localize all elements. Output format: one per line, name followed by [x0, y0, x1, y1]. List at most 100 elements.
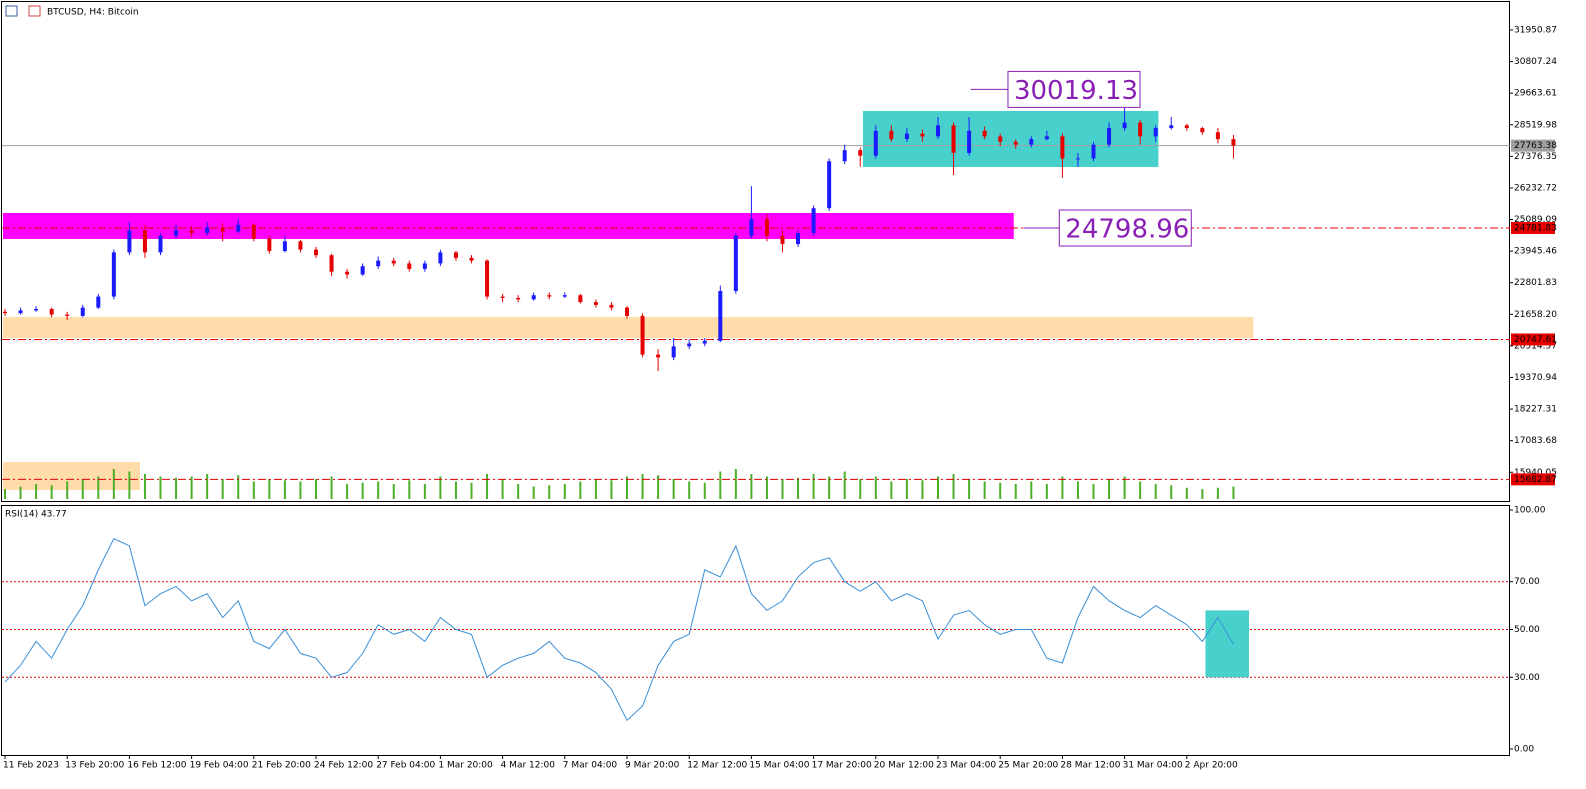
candle-body: [842, 150, 847, 162]
x-tick-label: 13 Feb 20:00: [65, 761, 124, 771]
volume-bar: [517, 484, 520, 499]
candle-body: [998, 136, 1003, 142]
candle-body: [780, 235, 785, 245]
volume-bar: [781, 479, 784, 499]
candle-body: [422, 263, 427, 269]
volume-bar: [1061, 476, 1064, 499]
y-tick-label: 22801.83: [1514, 278, 1557, 288]
volume-bar: [890, 481, 893, 499]
rsi-y-tick-label: 30.00: [1514, 673, 1540, 683]
candle-body: [982, 130, 987, 137]
candle-body: [127, 230, 132, 253]
x-tick-label: 20 Mar 12:00: [874, 761, 934, 771]
candle-body: [1200, 128, 1205, 133]
candle-body: [251, 224, 256, 239]
volume-bar: [19, 486, 22, 499]
candle-body: [733, 235, 738, 292]
volume-bar: [983, 481, 986, 499]
volume-bar: [97, 476, 100, 499]
y-tick-label: 17083.68: [1514, 436, 1557, 446]
zone: [3, 212, 1014, 239]
volume-bar: [750, 474, 753, 499]
x-tick-label: 12 Mar 12:00: [687, 761, 747, 771]
candle-body: [1138, 122, 1143, 137]
volume-bar: [159, 476, 162, 499]
y-tick-label: 29663.61: [1514, 89, 1557, 99]
candle-body: [407, 263, 412, 269]
y-tick-label: 23945.46: [1514, 247, 1557, 257]
volume-bar: [610, 480, 613, 499]
y-tick-label: 15940.05: [1514, 468, 1557, 478]
candle-body: [3, 311, 7, 314]
candle-body: [282, 241, 287, 251]
volume-bar: [1045, 484, 1048, 499]
candle-body: [158, 235, 163, 253]
x-tick-label: 19 Feb 04:00: [190, 761, 249, 771]
price-label: 27763.38: [1514, 141, 1557, 151]
volume-bar: [454, 481, 457, 499]
candle-body: [967, 130, 972, 153]
volume-bar: [812, 474, 815, 499]
volume-bar: [175, 477, 178, 499]
candle-body: [578, 295, 583, 303]
x-tick-label: 9 Mar 20:00: [625, 761, 680, 771]
candle-body: [811, 208, 816, 234]
annotation-box: [1007, 70, 1141, 108]
volume-bar: [1014, 484, 1017, 499]
candle-body: [485, 260, 490, 297]
volume-bar: [937, 476, 939, 499]
volume-bar: [1092, 484, 1095, 499]
x-tick-label: 17 Mar 20:00: [812, 761, 872, 771]
candle-body: [1013, 141, 1018, 145]
rsi-title: RSI(14) 43.77: [5, 510, 67, 520]
candle-body: [205, 227, 210, 234]
volume-bar: [563, 484, 566, 499]
volume-zone: [3, 462, 140, 490]
volume-bar: [501, 479, 504, 499]
x-tick-label: 1 Mar 20:00: [438, 761, 493, 771]
volume-bar: [703, 482, 706, 499]
price-label: 24781.83: [1514, 224, 1557, 234]
candle-body: [764, 219, 769, 236]
candle-body: [65, 314, 70, 316]
candle-body: [189, 230, 194, 234]
candle-body: [80, 307, 85, 316]
candle-body: [220, 227, 225, 232]
price-label: 15682.87: [1514, 475, 1557, 485]
x-tick-label: 11 Feb 2023: [3, 761, 59, 771]
volume-bar: [1201, 489, 1204, 499]
rsi-y-tick-label: 0.00: [1514, 745, 1534, 755]
volume-bar: [470, 482, 473, 499]
price-label-bg: [1511, 333, 1555, 346]
x-tick-label: 4 Mar 12:00: [501, 761, 556, 771]
candle-body: [111, 252, 116, 297]
volume-bar: [283, 480, 286, 499]
icon: [28, 5, 41, 17]
candle-body: [1184, 125, 1189, 129]
volume-bar: [439, 476, 442, 499]
volume-bar: [952, 474, 955, 499]
rsi-y-tick-label: 100.00: [1514, 506, 1546, 516]
candle-body: [329, 255, 334, 272]
candle-body: [174, 230, 179, 236]
candle-body: [314, 249, 318, 256]
candle-body: [936, 125, 940, 137]
price-label-bg: [1511, 139, 1555, 152]
x-tick-label: 15 Mar 04:00: [749, 761, 809, 771]
y-tick-label: 19370.94: [1514, 373, 1557, 383]
candle-body: [469, 257, 474, 261]
x-tick-label: 7 Mar 04:00: [563, 761, 618, 771]
price-label: 20747.61: [1514, 335, 1557, 345]
y-tick-label: 18227.31: [1514, 405, 1557, 415]
candle-body: [640, 315, 645, 355]
y-tick-label: 21658.20: [1514, 310, 1557, 320]
x-tick-label: 21 Feb 20:00: [252, 761, 311, 771]
rsi-line: [4, 538, 1234, 722]
candle-body: [1215, 132, 1220, 140]
y-tick-label: 25089.09: [1514, 215, 1557, 225]
candle-body: [1122, 122, 1127, 129]
volume-bar: [1076, 481, 1079, 499]
y-tick-label: 26232.72: [1514, 183, 1557, 193]
volume-bar: [66, 481, 69, 499]
candle-body: [858, 150, 863, 156]
